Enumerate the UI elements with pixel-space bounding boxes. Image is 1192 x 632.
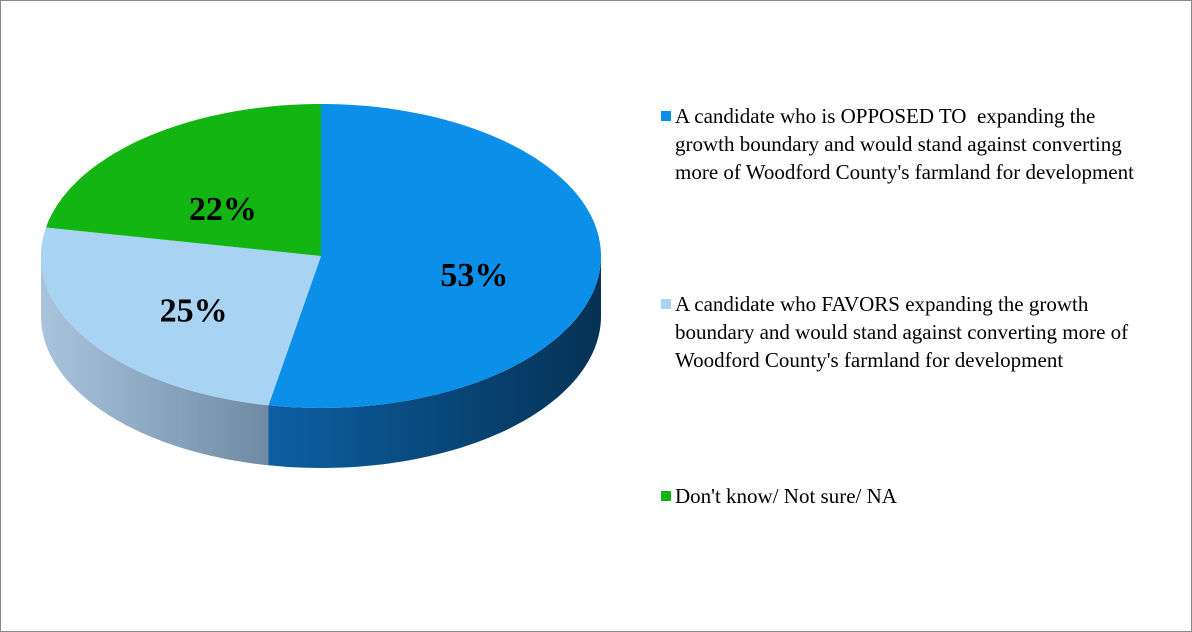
legend-swatch bbox=[661, 299, 671, 309]
legend-item: Don't know/ Not sure/ NA bbox=[661, 482, 1141, 510]
legend-label: A candidate who FAVORS expanding the gro… bbox=[675, 292, 1134, 372]
legend-item: A candidate who FAVORS expanding the gro… bbox=[661, 290, 1141, 374]
slice bbox=[41, 227, 321, 406]
legend-swatch bbox=[661, 111, 671, 121]
legend-label: Don't know/ Not sure/ NA bbox=[675, 484, 897, 508]
data-label: 25% bbox=[160, 293, 228, 330]
slice-side bbox=[41, 256, 269, 466]
slice bbox=[46, 104, 321, 256]
slice-side bbox=[268, 256, 601, 468]
legend-label: A candidate who is OPPOSED TO expanding … bbox=[675, 104, 1134, 184]
legend-swatch bbox=[661, 491, 671, 501]
legend-item: A candidate who is OPPOSED TO expanding … bbox=[661, 102, 1141, 186]
data-label: 53% bbox=[440, 257, 508, 294]
slice bbox=[268, 104, 601, 408]
data-label: 22% bbox=[189, 191, 257, 228]
